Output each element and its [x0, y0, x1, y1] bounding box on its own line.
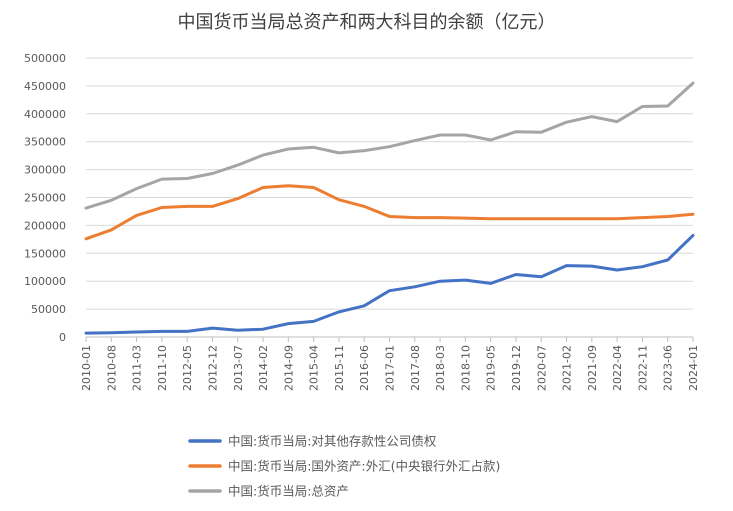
x-tick-label: 2016-06	[358, 345, 371, 391]
x-tick-label: 2010-08	[105, 345, 118, 391]
legend-label-2: 中国:货币当局:国外资产:外汇(中央银行外汇占款)	[228, 459, 500, 474]
x-tick-label: 2023-06	[662, 345, 675, 391]
y-tick-label: 100000	[24, 275, 66, 288]
y-tick-label: 350000	[24, 136, 66, 149]
series-line-3	[84, 81, 695, 210]
y-axis-ticks: 0 50000 100000 150000 200000 250000 300000 3500…	[24, 52, 66, 344]
x-tick-label: 2017-01	[384, 345, 397, 391]
x-tick-label: 2022-04	[611, 345, 624, 391]
series-line-1	[84, 233, 695, 335]
x-tick-label: 2011-10	[156, 345, 169, 391]
x-tick-label: 2018-03	[434, 345, 447, 391]
y-tick-label: 300000	[24, 164, 66, 177]
x-tick-label: 2015-11	[333, 345, 346, 391]
y-tick-label: 50000	[31, 303, 66, 316]
legend-label-1: 中国:货币当局:对其他存款性公司债权	[228, 434, 437, 449]
x-tick-label: 2019-05	[485, 345, 498, 391]
y-tick-label: 250000	[24, 192, 66, 205]
y-tick-label: 500000	[24, 52, 66, 65]
x-tick-label: 2018-10	[459, 345, 472, 391]
x-tick-label: 2012-12	[206, 345, 219, 391]
y-tick-label: 150000	[24, 247, 66, 260]
chart-title: 中国货币当局总资产和两大科目的余额（亿元）	[177, 12, 556, 33]
gridlines	[86, 57, 693, 310]
x-tick-label: 2012-05	[181, 345, 194, 391]
x-tick-label: 2022-11	[636, 345, 649, 391]
x-tick-label: 2010-01	[80, 345, 93, 391]
legend: 中国:货币当局:对其他存款性公司债权中国:货币当局:国外资产:外汇(中央银行外汇…	[188, 434, 500, 499]
y-tick-label: 0	[59, 331, 66, 344]
y-tick-label: 450000	[24, 80, 66, 93]
x-tick-label: 2017-08	[409, 345, 422, 391]
x-tick-label: 2013-07	[232, 345, 245, 391]
legend-label-3: 中国:货币当局:总资产	[228, 484, 349, 499]
x-axis-ticks: 2010-01 2010-08 2011-03 2011-10 2012-05 2012-…	[80, 337, 700, 391]
x-tick-label: 2021-02	[561, 345, 574, 391]
x-tick-label: 2024-01	[687, 345, 700, 391]
series-lines	[84, 81, 695, 335]
y-tick-label: 200000	[24, 219, 66, 232]
x-tick-label: 2015-04	[308, 345, 321, 391]
x-tick-label: 2011-03	[131, 345, 144, 391]
x-tick-label: 2014-09	[282, 345, 295, 391]
x-tick-label: 2019-12	[510, 345, 523, 391]
x-tick-label: 2021-09	[586, 345, 599, 391]
x-tick-label: 2014-02	[257, 345, 270, 391]
x-tick-label: 2020-07	[535, 345, 548, 391]
y-tick-label: 400000	[24, 108, 66, 121]
series-line-2	[84, 184, 695, 241]
